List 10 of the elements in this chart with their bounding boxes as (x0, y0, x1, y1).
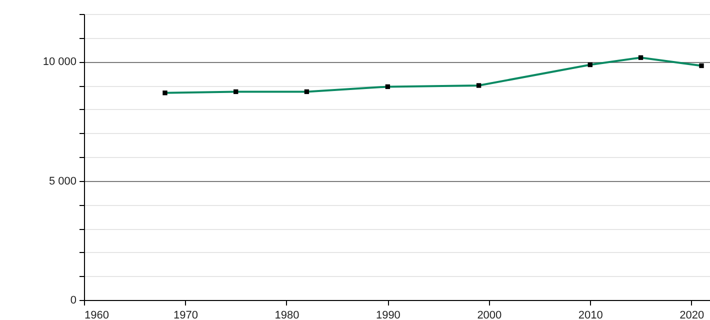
x-tick-label: 1990 (376, 310, 400, 320)
y-tick-label: 0 (70, 294, 76, 306)
x-tick-label: 1970 (173, 310, 198, 320)
y-tick-label: 10 000 (42, 56, 76, 68)
x-tick-label: 1960 (84, 310, 109, 320)
x-tick-label: 2000 (477, 310, 502, 320)
x-tick-label: 2020 (680, 310, 704, 320)
x-tick-label: 1980 (274, 310, 300, 320)
x-tick-label: 2010 (578, 310, 603, 320)
y-tick-label: 5 000 (48, 175, 76, 188)
